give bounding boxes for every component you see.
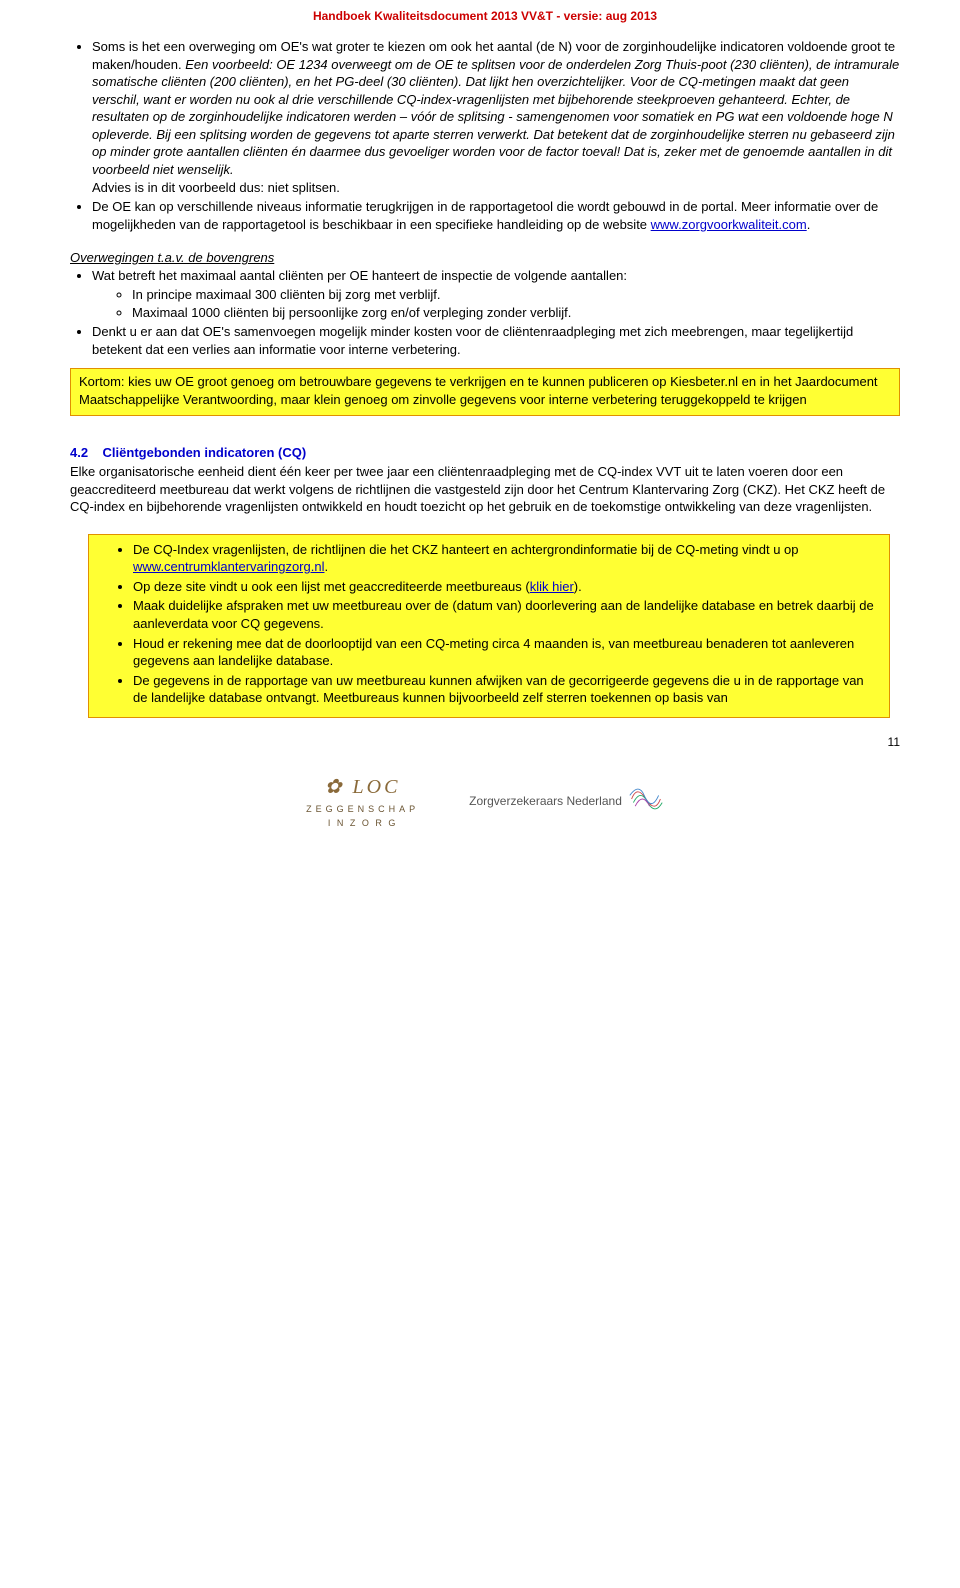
callout-kortom: Kortom: kies uw OE groot genoeg om betro… [70, 368, 900, 415]
text: ). [574, 579, 582, 594]
text: . [324, 559, 328, 574]
subsection-title: Overwegingen t.a.v. de bovengrens [70, 249, 900, 267]
list-item: Wat betreft het maximaal aantal cliënten… [92, 267, 900, 322]
section-name: Cliëntgebonden indicatoren (CQ) [103, 445, 307, 460]
bullet-list-2: Wat betreft het maximaal aantal cliënten… [70, 267, 900, 359]
footer: ✿ LOC ZEGGENSCHAP I N Z O R G Zorgverzek… [70, 774, 900, 829]
bullet-list-1: Soms is het een overweging om OE's wat g… [70, 38, 900, 233]
zn-icon [628, 781, 664, 821]
loc-text: LOC [353, 776, 401, 798]
list-item: Denkt u er aan dat OE's samenvoegen moge… [92, 323, 900, 358]
list-item: Maak duidelijke afspraken met uw meetbur… [133, 597, 879, 632]
loc-sub2: I N Z O R G [328, 817, 398, 829]
example-text: Een voorbeeld: OE 1234 overweegt om de O… [92, 57, 899, 177]
section-number: 4.2 [70, 445, 88, 460]
list-item: Soms is het een overweging om OE's wat g… [92, 38, 900, 196]
page-number: 11 [70, 734, 900, 750]
loc-sub: ZEGGENSCHAP [306, 803, 419, 815]
sub-list: In principe maximaal 300 cliënten bij zo… [92, 286, 900, 321]
text: Wat betreft het maximaal aantal cliënten… [92, 268, 627, 283]
zn-text: Zorgverzekeraars Nederland [469, 793, 622, 809]
link-zorgvoorkwaliteit[interactable]: www.zorgvoorkwaliteit.com [651, 217, 807, 232]
page-header: Handboek Kwaliteitsdocument 2013 VV&T - … [70, 0, 900, 38]
section-4-2-title: 4.2 Cliëntgebonden indicatoren (CQ) [70, 444, 900, 462]
list-item: Houd er rekening mee dat de doorlooptijd… [133, 635, 879, 670]
list-item: In principe maximaal 300 cliënten bij zo… [132, 286, 900, 304]
section-4-2-body: Elke organisatorische eenheid dient één … [70, 463, 900, 516]
list-item: De gegevens in de rapportage van uw meet… [133, 672, 879, 707]
text: De CQ-Index vragenlijsten, de richtlijne… [133, 542, 799, 557]
link-klik-hier[interactable]: klik hier [530, 579, 574, 594]
list-item: De OE kan op verschillende niveaus infor… [92, 198, 900, 233]
list-item: Maximaal 1000 cliënten bij persoonlijke … [132, 304, 900, 322]
footer-logo-zn: Zorgverzekeraars Nederland [469, 781, 664, 821]
footer-logo-loc: ✿ LOC ZEGGENSCHAP I N Z O R G [306, 774, 419, 829]
info-box: De CQ-Index vragenlijsten, de richtlijne… [88, 534, 890, 718]
list-item: De CQ-Index vragenlijsten, de richtlijne… [133, 541, 879, 576]
text: Op deze site vindt u ook een lijst met g… [133, 579, 530, 594]
link-ckz[interactable]: www.centrumklantervaringzorg.nl [133, 559, 324, 574]
advice-text: Advies is in dit voorbeeld dus: niet spl… [92, 180, 340, 195]
list-item: Op deze site vindt u ook een lijst met g… [133, 578, 879, 596]
text: . [807, 217, 811, 232]
